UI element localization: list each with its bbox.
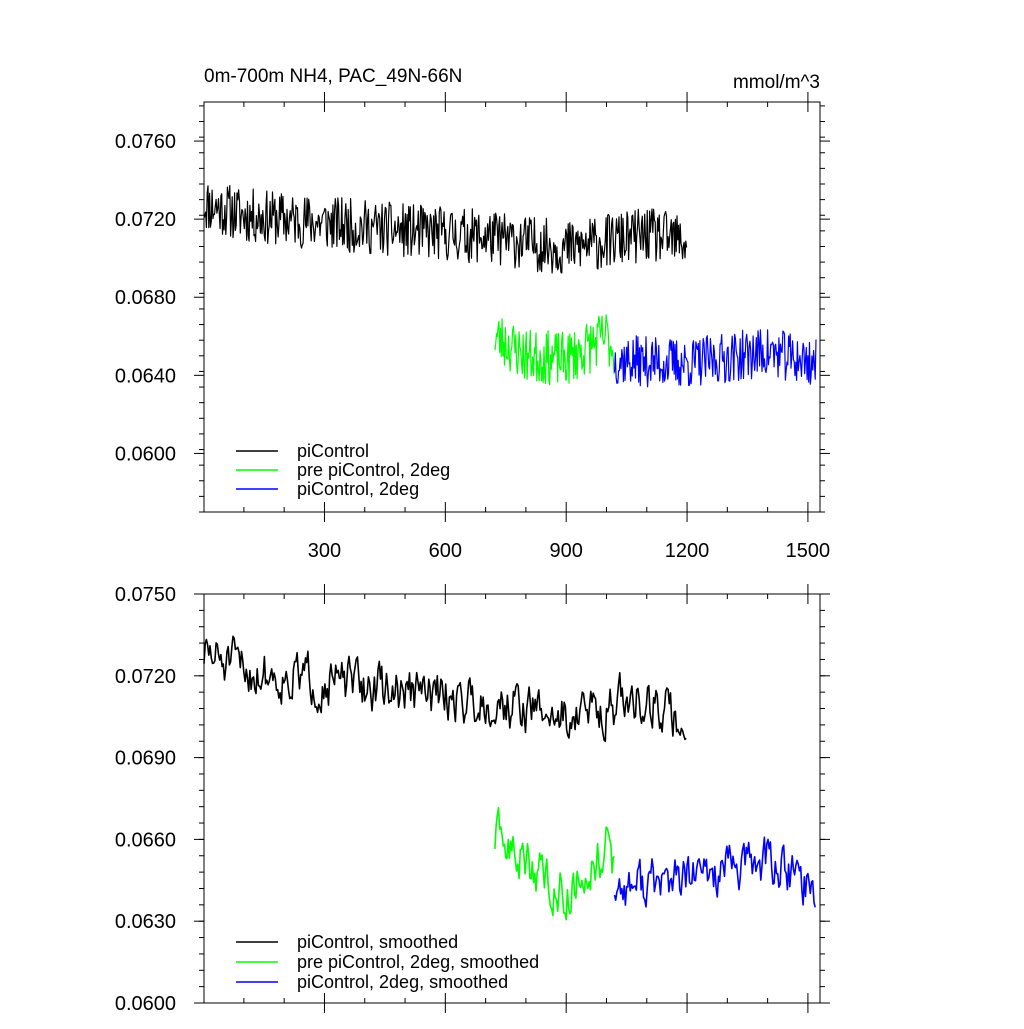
series-line-0-1 [494, 314, 615, 386]
legend-label: piControl, 2deg, smoothed [297, 972, 508, 992]
series-line-1-2 [613, 836, 816, 908]
y-tick-label: 0.0640 [115, 365, 176, 387]
x-tick-label: 1200 [665, 540, 710, 562]
series-line-1-0 [203, 635, 687, 743]
x-tick-label: 1500 [786, 540, 831, 562]
series-line-1-1 [494, 806, 615, 921]
y-tick-label: 0.0600 [115, 443, 176, 465]
legend-label: piControl, 2deg [297, 479, 419, 499]
series-line-0-2 [613, 329, 817, 388]
x-tick-label: 900 [549, 540, 582, 562]
x-tick-label: 600 [429, 540, 462, 562]
y-tick-label: 0.0690 [115, 748, 176, 770]
legend-label: piControl [297, 441, 369, 461]
chart-title: 0m-700m NH4, PAC_49N-66N [204, 66, 462, 87]
legend-label: pre piControl, 2deg [297, 460, 450, 480]
y-tick-label: 0.0720 [115, 666, 176, 688]
x-tick-label: 300 [308, 540, 341, 562]
y-tick-label: 0.0720 [115, 209, 176, 231]
series-line-0-0 [203, 185, 688, 274]
y-tick-label: 0.0600 [115, 993, 176, 1015]
y-tick-label: 0.0680 [115, 287, 176, 309]
plot-frame-0 [203, 101, 821, 513]
chart-units: mmol/m^3 [733, 72, 820, 93]
plot-frame-1 [203, 593, 821, 1004]
y-tick-label: 0.0760 [115, 131, 176, 153]
legend-label: piControl, smoothed [297, 932, 458, 952]
y-tick-label: 0.0750 [115, 584, 176, 606]
y-tick-label: 0.0630 [115, 911, 176, 933]
y-tick-label: 0.0660 [115, 829, 176, 851]
legend-label: pre piControl, 2deg, smoothed [297, 952, 539, 972]
